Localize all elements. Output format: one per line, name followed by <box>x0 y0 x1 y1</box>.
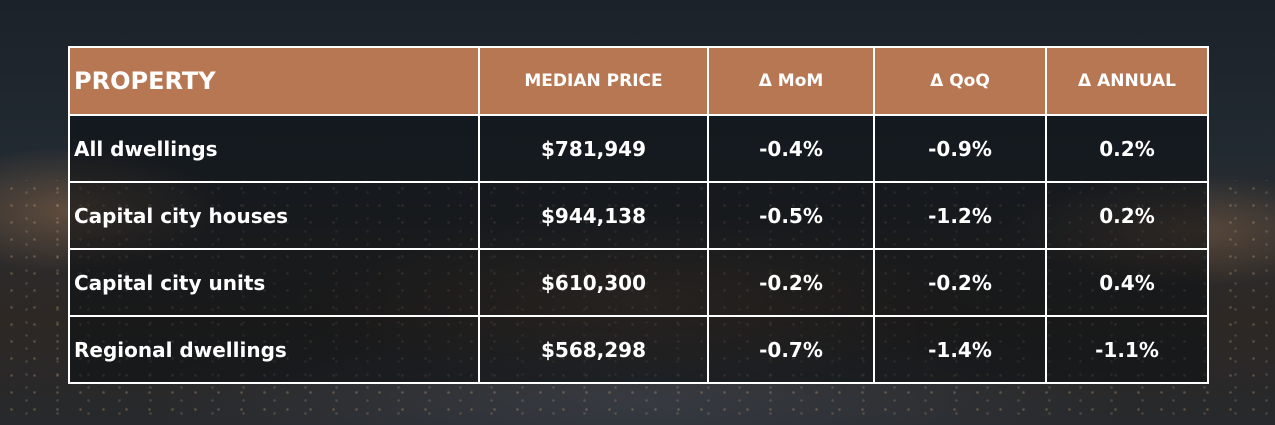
table-row: Capital city units $610,300 -0.2% -0.2% … <box>68 248 1209 317</box>
header-delta-qoq: Δ QoQ <box>873 46 1047 116</box>
cell-delta-mom: -0.4% <box>707 114 875 183</box>
header-delta-mom: Δ MoM <box>707 46 875 116</box>
cell-delta-mom: -0.7% <box>707 315 875 384</box>
cell-median-price: $781,949 <box>478 114 709 183</box>
property-table-container: PROPERTY MEDIAN PRICE Δ MoM Δ QoQ Δ ANNU… <box>68 46 1209 384</box>
header-median-price: MEDIAN PRICE <box>478 46 709 116</box>
cell-property: All dwellings <box>68 114 480 183</box>
property-price-table: PROPERTY MEDIAN PRICE Δ MoM Δ QoQ Δ ANNU… <box>68 46 1209 384</box>
cell-delta-annual: 0.2% <box>1045 114 1209 183</box>
cell-delta-qoq: -0.9% <box>873 114 1047 183</box>
cell-delta-mom: -0.5% <box>707 181 875 250</box>
table-row: Regional dwellings $568,298 -0.7% -1.4% … <box>68 315 1209 384</box>
cell-property: Capital city houses <box>68 181 480 250</box>
cell-property: Capital city units <box>68 248 480 317</box>
cell-median-price: $568,298 <box>478 315 709 384</box>
cell-delta-annual: 0.2% <box>1045 181 1209 250</box>
cell-delta-annual: -1.1% <box>1045 315 1209 384</box>
cell-delta-qoq: -1.4% <box>873 315 1047 384</box>
cell-property: Regional dwellings <box>68 315 480 384</box>
cell-delta-annual: 0.4% <box>1045 248 1209 317</box>
table-row: All dwellings $781,949 -0.4% -0.9% 0.2% <box>68 114 1209 183</box>
table-header-row: PROPERTY MEDIAN PRICE Δ MoM Δ QoQ Δ ANNU… <box>68 46 1209 116</box>
header-property: PROPERTY <box>68 46 480 116</box>
table-row: Capital city houses $944,138 -0.5% -1.2%… <box>68 181 1209 250</box>
cell-delta-qoq: -1.2% <box>873 181 1047 250</box>
cell-delta-mom: -0.2% <box>707 248 875 317</box>
header-delta-annual: Δ ANNUAL <box>1045 46 1209 116</box>
cell-delta-qoq: -0.2% <box>873 248 1047 317</box>
cell-median-price: $610,300 <box>478 248 709 317</box>
cell-median-price: $944,138 <box>478 181 709 250</box>
